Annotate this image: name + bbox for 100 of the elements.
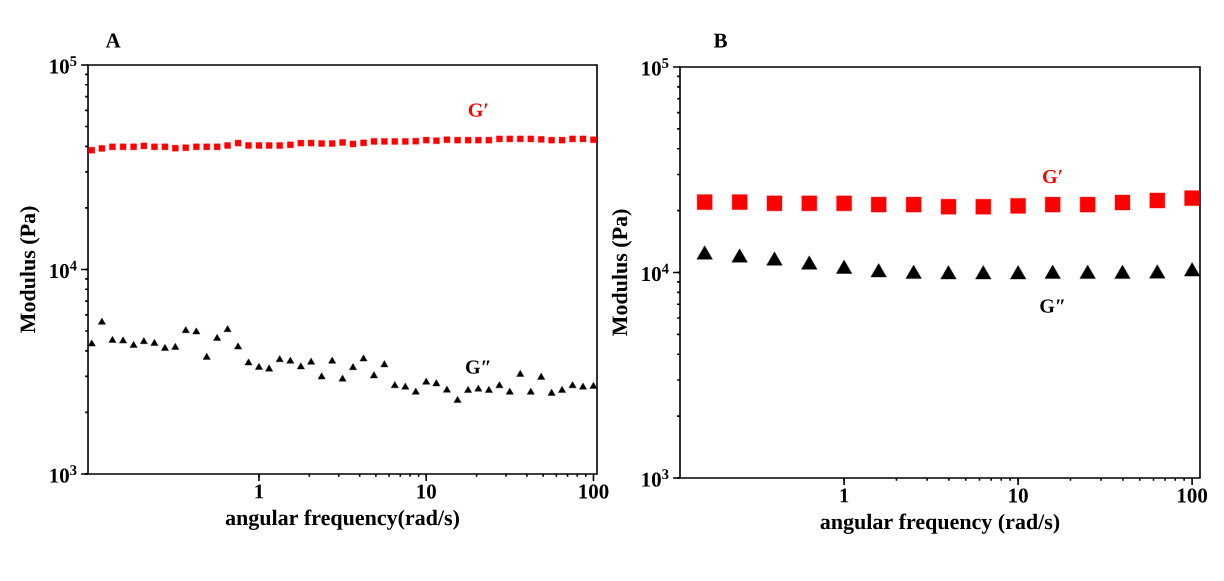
point: [255, 142, 263, 149]
point: [390, 381, 399, 389]
series-label: G″: [1040, 299, 1064, 313]
point: [203, 143, 210, 151]
point: [464, 136, 472, 144]
point: [171, 342, 180, 350]
point: [87, 339, 96, 347]
series-label: G′: [468, 103, 488, 117]
point: [474, 384, 483, 392]
point: [276, 142, 283, 149]
point: [590, 136, 597, 143]
point: [151, 143, 158, 151]
point: [172, 144, 179, 152]
point: [150, 339, 159, 346]
point: [119, 143, 127, 151]
point: [443, 136, 451, 143]
point: [349, 140, 357, 148]
point: [275, 355, 284, 363]
point: [454, 136, 461, 144]
point: [307, 139, 315, 147]
point: [569, 135, 576, 143]
point: [423, 136, 430, 144]
point: [496, 135, 503, 143]
point: [140, 142, 148, 150]
point: [453, 396, 462, 403]
point: [432, 379, 441, 387]
point: [360, 139, 367, 147]
point: [287, 141, 294, 149]
point: [517, 135, 524, 143]
series-label: G″: [466, 360, 490, 374]
point: [213, 334, 221, 341]
point: [140, 337, 148, 344]
point: [359, 354, 368, 362]
point: [464, 386, 472, 393]
point: [485, 136, 493, 144]
point: [202, 352, 211, 360]
point: [255, 363, 263, 370]
point: [516, 369, 525, 377]
point: [88, 147, 95, 154]
point: [505, 387, 514, 395]
point: [391, 138, 399, 145]
point: [548, 136, 555, 144]
x-axis-title: angular frequency(rad/s): [225, 509, 459, 530]
point: [297, 139, 305, 147]
point: [224, 142, 231, 149]
point: [223, 325, 232, 332]
point: [98, 145, 106, 152]
point: [108, 336, 117, 343]
point: [161, 143, 169, 151]
point: [245, 142, 252, 149]
point: [129, 341, 138, 348]
y-axis-title: Modulus (Pa): [19, 206, 40, 333]
point: [297, 362, 305, 370]
point: [182, 144, 189, 151]
point: [234, 342, 242, 350]
point: [433, 137, 440, 144]
point: [328, 356, 337, 364]
point: [537, 372, 546, 380]
point: [558, 386, 566, 393]
point: [349, 363, 357, 370]
point: [307, 357, 315, 365]
point: [485, 386, 493, 393]
chart-title: A: [105, 33, 121, 48]
point: [380, 360, 389, 368]
point: [495, 381, 504, 389]
point: [119, 336, 127, 344]
x-tick-label: 1: [255, 484, 264, 499]
point: [579, 382, 587, 390]
point: [422, 377, 431, 385]
point: [589, 382, 598, 389]
point: [506, 135, 513, 143]
point: [475, 136, 482, 144]
y-axis-title: Modulus (Pa): [611, 209, 632, 336]
y-tick-label: 10$^{3}$: [50, 465, 77, 483]
point: [527, 135, 534, 143]
point: [547, 388, 556, 396]
point: [192, 327, 201, 335]
chart-title: B: [713, 33, 727, 48]
point: [328, 140, 336, 147]
point: [579, 135, 587, 143]
x-tick-label: 1: [840, 488, 849, 503]
point: [161, 344, 169, 351]
x-tick-label: 10: [1009, 488, 1028, 503]
point: [265, 364, 273, 372]
point: [234, 139, 242, 147]
point: [339, 139, 346, 146]
y-tick-label: 10$^{5}$: [50, 56, 77, 74]
y-tick-label: 10$^{3}$: [642, 469, 669, 487]
point: [370, 138, 378, 145]
point: [98, 317, 106, 325]
point: [526, 387, 535, 395]
point: [109, 143, 116, 151]
y-tick-label: 10$^{4}$: [642, 263, 669, 282]
point: [412, 137, 419, 145]
point: [193, 143, 200, 151]
point: [443, 385, 451, 393]
point: [381, 138, 388, 145]
point: [558, 136, 566, 144]
x-tick-label: 10: [417, 484, 436, 499]
point: [338, 374, 347, 382]
